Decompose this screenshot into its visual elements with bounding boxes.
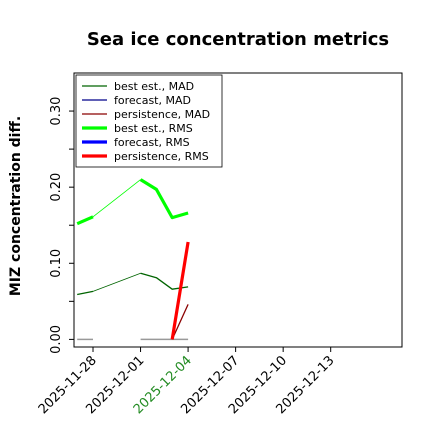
legend-label: forecast, MAD [114,94,191,107]
y-tick-label: 0.30 [49,97,64,126]
series-line [139,178,189,220]
series-line [76,215,94,226]
legend-label: forecast, RMS [114,136,190,149]
plot-frame [73,72,403,348]
series-line [171,304,189,340]
legend-label: best est., MAD [114,80,194,93]
y-axis-label: MIZ concentration diff. [8,116,24,296]
legend-box [75,74,223,168]
legend-label: persistence, MAD [114,108,210,121]
chart-title: Sea ice concentration metrics [87,29,389,50]
series-line [170,241,190,340]
series-connector [92,272,141,292]
series-connector [92,179,141,218]
y-tick-label: 0.10 [49,249,64,278]
legend-label: persistence, RMS [114,150,209,163]
legend-label: best est., RMS [114,122,193,135]
y-tick-label: 0.20 [49,173,64,202]
y-tick-label: 0.00 [49,325,64,354]
series-line [77,290,94,296]
